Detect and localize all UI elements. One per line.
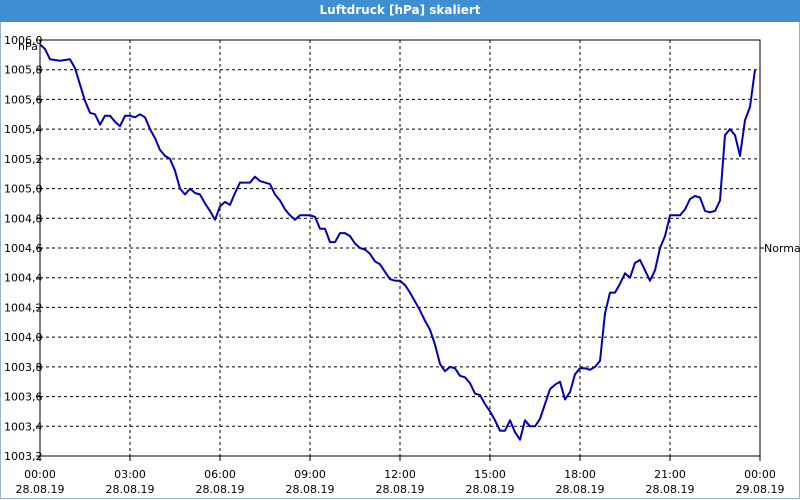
y-tick-label: 1005,0 xyxy=(4,183,43,196)
pressure-series-line xyxy=(39,43,756,441)
x-tick-time: 09:00 xyxy=(294,468,326,481)
x-tick-date: 28.08.19 xyxy=(16,483,65,496)
x-tick-time: 00:00 xyxy=(24,468,56,481)
x-tick-time: 06:00 xyxy=(204,468,236,481)
x-tick-date: 28.08.19 xyxy=(286,483,335,496)
x-tick-time: 03:00 xyxy=(114,468,146,481)
x-axis: 00:00 28.08.19 03:00 28.08.19 06:00 28.08.19 0… xyxy=(16,456,785,496)
reference-label: Normal xyxy=(764,242,800,255)
y-tick-label: 1004,6 xyxy=(4,242,43,255)
x-tick-date: 28.08.19 xyxy=(106,483,155,496)
y-tick-label: 1006,0 xyxy=(4,34,43,47)
y-tick-label: 1005,2 xyxy=(4,153,43,166)
x-tick-date: 28.08.19 xyxy=(376,483,425,496)
x-tick-time: 12:00 xyxy=(384,468,416,481)
x-tick-date: 28.08.19 xyxy=(646,483,695,496)
y-tick-label: 1003,8 xyxy=(4,361,43,374)
y-axis-label: hPa xyxy=(18,40,38,53)
y-tick-label: 1003,6 xyxy=(4,391,43,404)
y-tick-label: 1004,0 xyxy=(4,331,43,344)
y-tick-label: 1003,4 xyxy=(4,420,43,433)
y-tick-label: 1003,2 xyxy=(4,450,43,463)
y-axis: 1006,0 1005,8 1005,6 1005,4 1005,2 1005,0 1004… xyxy=(4,34,43,463)
x-tick-date: 28.08.19 xyxy=(196,483,245,496)
x-tick-time: 00:00 xyxy=(744,468,776,481)
x-tick-date: 29.08.19 xyxy=(736,483,785,496)
y-tick-label: 1005,8 xyxy=(4,64,43,77)
y-tick-label: 1005,6 xyxy=(4,93,43,106)
x-tick-time: 15:00 xyxy=(474,468,506,481)
y-tick-label: 1004,2 xyxy=(4,301,43,314)
chart-title: Luftdruck [hPa] skaliert xyxy=(0,0,800,22)
x-tick-time: 21:00 xyxy=(654,468,686,481)
x-tick-time: 18:00 xyxy=(564,468,596,481)
y-tick-label: 1004,8 xyxy=(4,212,43,225)
y-tick-label: 1005,4 xyxy=(4,123,43,136)
x-tick-date: 28.08.19 xyxy=(556,483,605,496)
grid-lines xyxy=(40,40,760,456)
y-tick-label: 1004,4 xyxy=(4,272,43,285)
x-tick-date: 28.08.19 xyxy=(466,483,515,496)
